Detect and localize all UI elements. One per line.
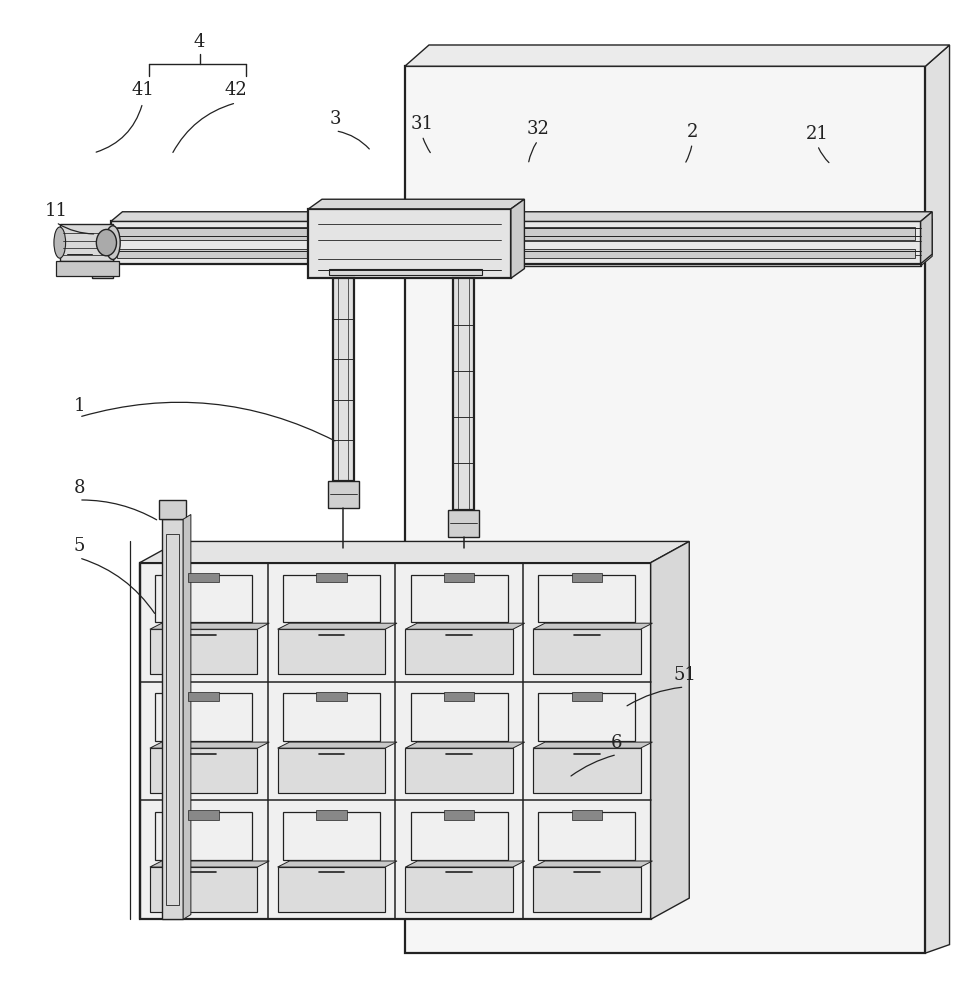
Polygon shape (278, 748, 386, 793)
Polygon shape (521, 229, 921, 266)
Text: 6: 6 (611, 734, 623, 752)
Ellipse shape (54, 227, 66, 258)
Polygon shape (448, 510, 479, 537)
Text: 4: 4 (194, 33, 205, 51)
Polygon shape (183, 514, 191, 919)
Bar (572, 810, 602, 820)
Polygon shape (278, 623, 397, 629)
Text: 5: 5 (73, 537, 85, 555)
Bar (329, 269, 482, 275)
Polygon shape (406, 867, 513, 912)
Bar (188, 692, 219, 701)
Polygon shape (308, 199, 524, 209)
Bar (411, 575, 508, 622)
Bar (60, 224, 113, 261)
Polygon shape (405, 66, 925, 953)
Bar (316, 810, 347, 820)
Polygon shape (521, 219, 932, 229)
Polygon shape (328, 481, 359, 508)
Polygon shape (651, 541, 689, 919)
Bar (538, 812, 635, 860)
Polygon shape (406, 742, 524, 748)
Polygon shape (406, 629, 513, 674)
Text: 21: 21 (806, 125, 829, 143)
Polygon shape (162, 519, 183, 919)
Text: 51: 51 (673, 666, 696, 684)
Polygon shape (533, 623, 653, 629)
Bar (166, 534, 179, 905)
Polygon shape (278, 629, 386, 674)
Polygon shape (278, 867, 386, 912)
Polygon shape (278, 742, 397, 748)
Polygon shape (140, 541, 689, 563)
Ellipse shape (105, 226, 120, 259)
Text: 32: 32 (526, 120, 549, 138)
Bar (443, 692, 474, 701)
Polygon shape (921, 219, 932, 266)
Text: 8: 8 (73, 479, 85, 497)
Polygon shape (150, 742, 269, 748)
Polygon shape (406, 623, 524, 629)
Polygon shape (511, 199, 524, 278)
Bar (572, 573, 602, 582)
Polygon shape (150, 748, 257, 793)
Polygon shape (111, 212, 932, 221)
Polygon shape (92, 225, 113, 278)
Bar (155, 575, 253, 622)
Polygon shape (533, 742, 653, 748)
Polygon shape (453, 278, 474, 510)
Polygon shape (533, 748, 640, 793)
Text: 2: 2 (686, 123, 698, 141)
Polygon shape (925, 45, 950, 953)
Bar (56, 261, 119, 276)
Polygon shape (150, 629, 257, 674)
Bar (316, 692, 347, 701)
Ellipse shape (96, 229, 117, 256)
Text: 42: 42 (225, 81, 248, 99)
Bar (117, 227, 915, 240)
Bar (443, 573, 474, 582)
Bar (188, 810, 219, 820)
Polygon shape (111, 221, 921, 264)
Bar (538, 693, 635, 741)
Text: 3: 3 (330, 110, 341, 128)
Bar (282, 693, 380, 741)
Polygon shape (333, 278, 354, 481)
Polygon shape (405, 45, 950, 66)
Bar (188, 573, 219, 582)
Text: 31: 31 (411, 115, 434, 133)
Polygon shape (278, 861, 397, 867)
Bar (155, 693, 253, 741)
Text: 1: 1 (73, 397, 85, 415)
Polygon shape (533, 861, 653, 867)
Bar (411, 693, 508, 741)
Polygon shape (406, 861, 524, 867)
Polygon shape (308, 209, 511, 278)
Bar (443, 810, 474, 820)
Polygon shape (533, 867, 640, 912)
Text: 41: 41 (131, 81, 154, 99)
Polygon shape (533, 629, 640, 674)
Bar (411, 812, 508, 860)
Text: 11: 11 (44, 202, 67, 220)
Bar (155, 812, 253, 860)
Polygon shape (140, 563, 651, 919)
Bar (282, 812, 380, 860)
Bar (117, 249, 915, 258)
Polygon shape (150, 623, 269, 629)
Polygon shape (150, 861, 269, 867)
Polygon shape (406, 748, 513, 793)
Bar (316, 573, 347, 582)
Bar (67, 236, 92, 268)
Bar (282, 575, 380, 622)
Polygon shape (150, 867, 257, 912)
Bar (159, 500, 186, 519)
Bar (538, 575, 635, 622)
Polygon shape (921, 212, 932, 264)
Bar (572, 692, 602, 701)
